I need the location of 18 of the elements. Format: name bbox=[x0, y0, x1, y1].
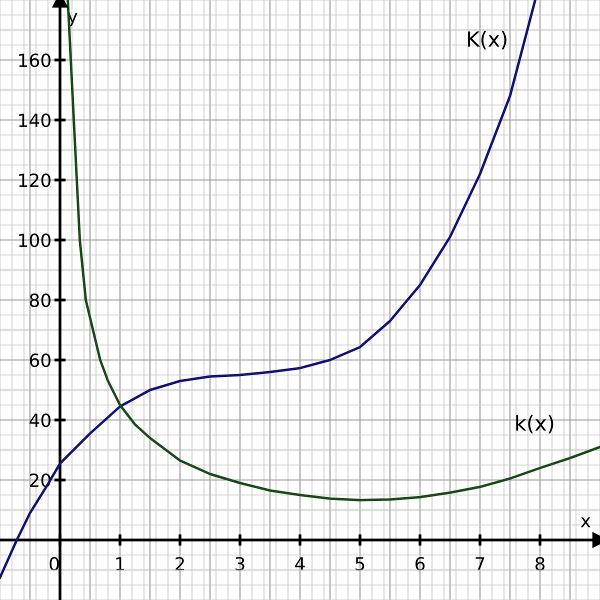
y-tick-label: 160 bbox=[19, 53, 50, 68]
x-tick-label: 7 bbox=[476, 557, 484, 570]
y-tick-label: 60 bbox=[30, 353, 50, 368]
x-tick-label: 1 bbox=[116, 557, 124, 570]
x-tick-label: 3 bbox=[236, 556, 244, 571]
y-tick-label: 80 bbox=[30, 293, 50, 308]
x-tick-label: 2 bbox=[176, 556, 184, 570]
x-tick-label: 8 bbox=[535, 556, 545, 571]
y-tick-label: 40 bbox=[30, 413, 50, 428]
x-tick-label: 5 bbox=[356, 557, 364, 571]
x-tick-label: 6 bbox=[416, 556, 425, 571]
y-tick-label: 100 bbox=[19, 233, 50, 248]
y-tick-label: 140 bbox=[19, 113, 50, 128]
series-label: k(x) bbox=[516, 414, 554, 434]
series-label: K(x) bbox=[468, 30, 506, 50]
x-axis-title: x bbox=[580, 517, 590, 528]
x-tick-label: 4 bbox=[295, 557, 305, 570]
y-tick-label: 120 bbox=[19, 173, 50, 188]
